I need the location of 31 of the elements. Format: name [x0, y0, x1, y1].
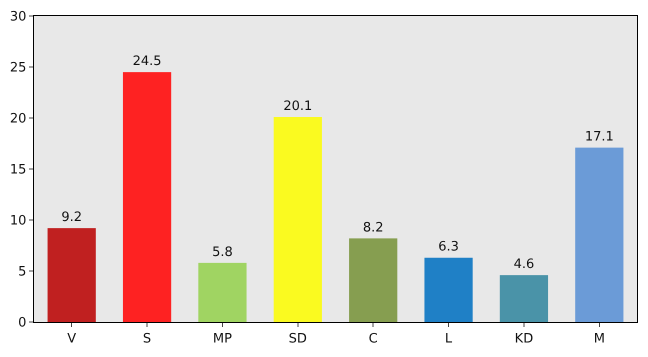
- bar: [274, 116, 322, 322]
- data-label: 8.2: [362, 220, 384, 236]
- y-tick-label: 15: [10, 162, 26, 178]
- x-tick-label: M: [594, 332, 605, 347]
- x-tick-label: SD: [288, 332, 307, 347]
- y-tick-label: 0: [18, 316, 26, 331]
- bar: [575, 148, 624, 322]
- x-tick-label: V: [67, 332, 76, 347]
- y-tick-label: 30: [10, 10, 26, 25]
- y-tick-label: 25: [10, 60, 26, 76]
- data-label: 24.5: [132, 54, 162, 70]
- y-tick-label: 5: [18, 264, 26, 280]
- data-label: 9.2: [61, 210, 82, 226]
- y-tick-label: 20: [10, 112, 26, 127]
- data-label: 17.1: [584, 130, 614, 145]
- bar: [500, 275, 548, 322]
- x-tick-label: MP: [212, 332, 232, 347]
- bar: [349, 238, 398, 322]
- data-label: 6.3: [438, 240, 459, 255]
- data-label: 5.8: [212, 244, 233, 260]
- data-label: 4.6: [514, 257, 534, 272]
- x-tick-label: C: [368, 332, 378, 347]
- bar: [48, 228, 96, 322]
- x-tick-label: S: [142, 332, 152, 347]
- data-label: 20.1: [283, 98, 312, 114]
- bar: [122, 72, 172, 322]
- x-tick-label: KD: [514, 332, 534, 347]
- bar: [424, 258, 473, 322]
- bar: [198, 262, 247, 322]
- y-tick-label: 10: [10, 214, 26, 229]
- x-tick-label: L: [444, 332, 453, 347]
